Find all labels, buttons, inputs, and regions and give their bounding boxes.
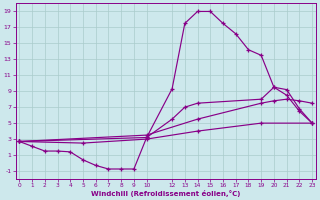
X-axis label: Windchill (Refroidissement éolien,°C): Windchill (Refroidissement éolien,°C) [91,190,240,197]
